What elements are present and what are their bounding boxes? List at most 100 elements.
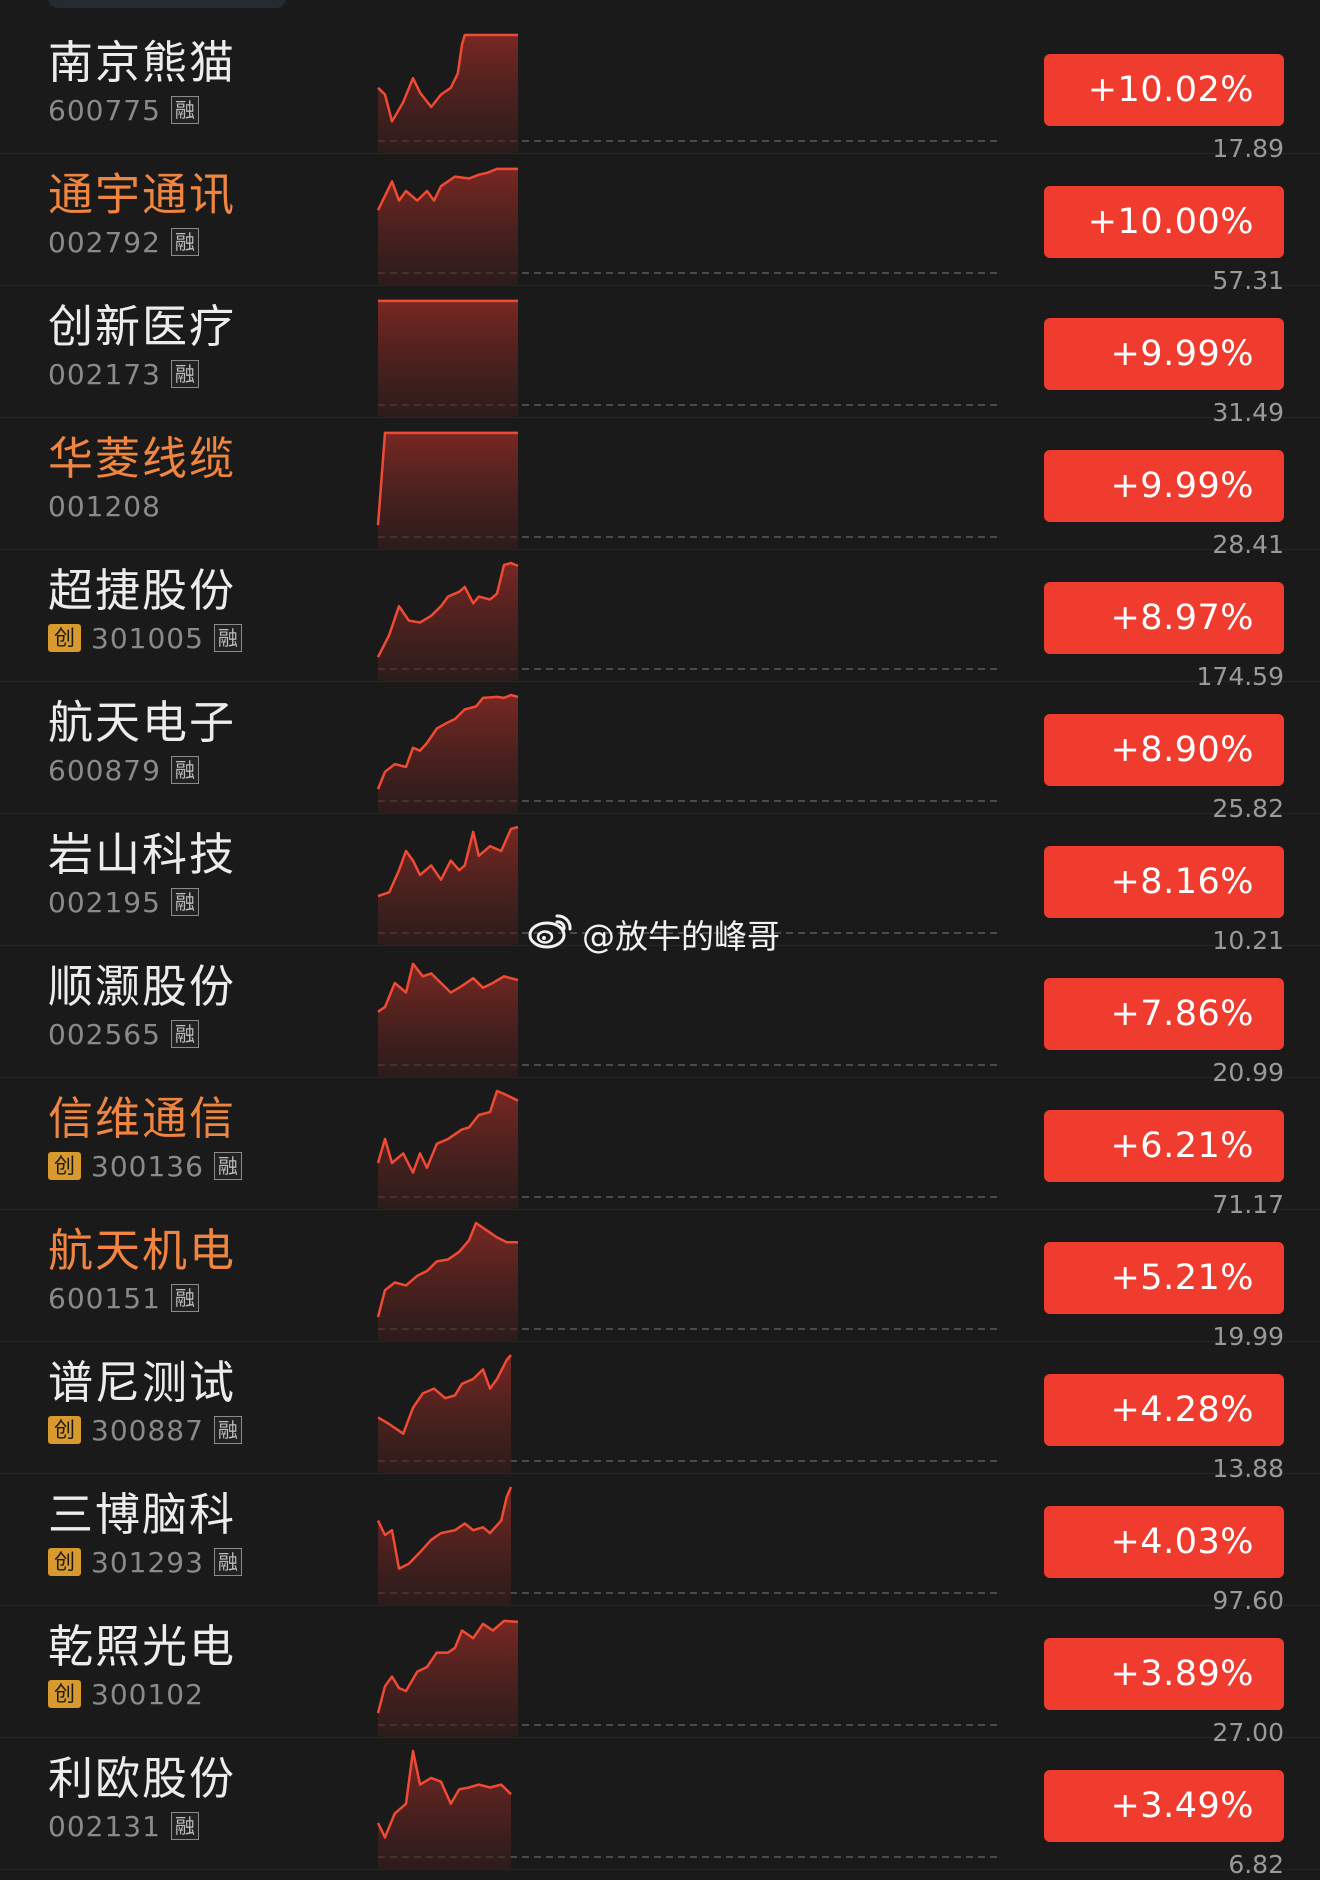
stock-row[interactable]: 通宇通讯 002792 融 +10.00% 57.31 (0, 154, 1320, 295)
stock-meta: 002565 融 (48, 1017, 199, 1051)
change-percent-button[interactable]: +3.89% (1044, 1638, 1284, 1710)
intraday-sparkline (378, 299, 997, 417)
stock-name: 乾照光电 (48, 1620, 237, 1673)
stock-meta: 创 301005 融 (48, 622, 242, 655)
stock-name: 创新医疗 (48, 300, 237, 353)
stock-name: 岩山科技 (48, 828, 237, 881)
sparkline-area (378, 300, 518, 417)
margin-badge: 融 (213, 1152, 242, 1180)
sparkline-line (376, 1749, 512, 1839)
intraday-sparkline (376, 1749, 997, 1869)
stock-row[interactable]: 岩山科技 002195 融 +8.16% 10.21 (0, 814, 1320, 955)
stock-meta: 创 301293 融 (48, 1545, 242, 1579)
change-percent-button[interactable]: +10.00% (1044, 186, 1284, 258)
stock-row[interactable]: 谱尼测试创 300887 融 +4.28% 13.88 (0, 1342, 1320, 1483)
sparkline-area (378, 1355, 511, 1473)
margin-badge: 融 (213, 1548, 242, 1576)
stock-row[interactable]: 航天机电 600151 融 +5.21% 19.99 (0, 1210, 1320, 1351)
stock-row[interactable]: 顺灏股份 002565 融 +7.86% 20.99 (0, 946, 1320, 1087)
stock-code: 600151 (48, 1281, 161, 1315)
stock-row[interactable]: 航天电子 600879 融 +8.90% 25.82 (0, 682, 1320, 823)
stock-code: 301293 (91, 1545, 204, 1579)
stock-name: 通宇通讯 (48, 168, 237, 221)
stock-code: 002173 (48, 357, 161, 391)
stock-row[interactable]: 创新医疗 002173 融 +9.99% 31.49 (0, 286, 1320, 427)
chuang-badge: 创 (48, 624, 81, 652)
stock-row[interactable]: 三博脑科创 301293 融 +4.03% 97.60 (0, 1474, 1320, 1615)
stock-name: 顺灏股份 (48, 960, 237, 1013)
stock-name: 利欧股份 (48, 1752, 237, 1805)
stock-code: 600879 (48, 753, 161, 787)
stock-meta: 创 300136 融 (48, 1149, 242, 1183)
stock-price: 27.00 (1212, 1718, 1284, 1747)
stock-meta: 600151 融 (48, 1281, 199, 1315)
stock-name: 谱尼测试 (48, 1356, 237, 1409)
stock-meta: 002131 融 (48, 1809, 199, 1843)
intraday-sparkline (376, 693, 997, 813)
stock-code: 001208 (48, 489, 161, 523)
stock-price: 17.89 (1212, 134, 1284, 163)
intraday-sparkline (376, 1486, 997, 1605)
top-tab[interactable] (48, 0, 286, 8)
change-percent-button[interactable]: +6.21% (1044, 1110, 1284, 1182)
sparkline-area (378, 1487, 511, 1605)
change-percent-button[interactable]: +8.16% (1044, 846, 1284, 918)
sparkline-line (377, 825, 519, 898)
sparkline-area (378, 35, 518, 153)
sparkline-area (378, 695, 518, 813)
stock-price: 31.49 (1212, 398, 1284, 427)
stock-price: 174.59 (1196, 662, 1284, 691)
margin-badge: 融 (170, 1812, 199, 1840)
sparkline-line (377, 1354, 512, 1435)
change-percent-button[interactable]: +10.02% (1044, 54, 1284, 126)
intraday-sparkline (377, 1354, 997, 1473)
stock-meta: 002792 融 (48, 226, 199, 259)
intraday-sparkline (376, 431, 997, 549)
stock-meta: 002195 融 (48, 886, 199, 919)
stock-code: 300102 (91, 1677, 204, 1711)
stock-meta: 600879 融 (48, 753, 199, 787)
sparkline-area (378, 963, 518, 1077)
stock-row[interactable]: 乾照光电创 300102 +3.89% 27.00 (0, 1606, 1320, 1747)
chuang-badge: 创 (48, 1152, 81, 1180)
change-percent-button[interactable]: +8.97% (1044, 582, 1284, 654)
change-percent-button[interactable]: +5.21% (1044, 1242, 1284, 1314)
stock-price: 13.88 (1212, 1454, 1284, 1483)
sparkline-line (376, 1221, 518, 1318)
sparkline-line (377, 962, 519, 1013)
sparkline-line (376, 1486, 513, 1570)
stock-row[interactable]: 华菱线缆 001208 +9.99% 28.41 (0, 418, 1320, 559)
stock-code: 300136 (91, 1149, 204, 1183)
stock-code: 002565 (48, 1017, 161, 1051)
margin-badge: 融 (170, 1020, 199, 1048)
stock-price: 71.17 (1212, 1190, 1284, 1219)
stock-meta: 创 300887 融 (48, 1414, 242, 1447)
change-percent-button[interactable]: +9.99% (1044, 450, 1284, 522)
sparkline-area (378, 1620, 518, 1737)
stock-row[interactable]: 超捷股份创 301005 融 +8.97% 174.59 (0, 550, 1320, 691)
margin-badge: 融 (213, 624, 242, 652)
stock-meta: 001208 (48, 489, 161, 523)
stock-row[interactable]: 利欧股份 002131 融 +3.49% 6.82 (0, 1738, 1320, 1879)
change-percent-button[interactable]: +9.99% (1044, 318, 1284, 390)
stock-row[interactable]: 南京熊猫 600775 融 +10.02% 17.89 (0, 22, 1320, 163)
change-percent-button[interactable]: +4.03% (1044, 1506, 1284, 1578)
intraday-sparkline (376, 167, 997, 285)
stock-name: 航天机电 (48, 1224, 237, 1277)
stock-row[interactable]: 信维通信创 300136 融 +6.21% 71.17 (0, 1078, 1320, 1219)
stock-code: 002131 (48, 1809, 161, 1843)
stock-meta: 002173 融 (48, 357, 199, 391)
stock-price: 19.99 (1212, 1322, 1284, 1351)
change-percent-button[interactable]: +3.49% (1044, 1770, 1284, 1842)
sparkline-area (378, 1223, 518, 1341)
sparkline-area (378, 563, 518, 681)
sparkline-line (376, 167, 518, 211)
change-percent-button[interactable]: +8.90% (1044, 714, 1284, 786)
stock-price: 57.31 (1212, 266, 1284, 295)
change-percent-button[interactable]: +4.28% (1044, 1374, 1284, 1446)
margin-badge: 融 (170, 756, 199, 784)
chuang-badge: 创 (48, 1548, 81, 1576)
intraday-sparkline (376, 1221, 997, 1341)
change-percent-button[interactable]: +7.86% (1044, 978, 1284, 1050)
sparkline-area (378, 1751, 511, 1869)
